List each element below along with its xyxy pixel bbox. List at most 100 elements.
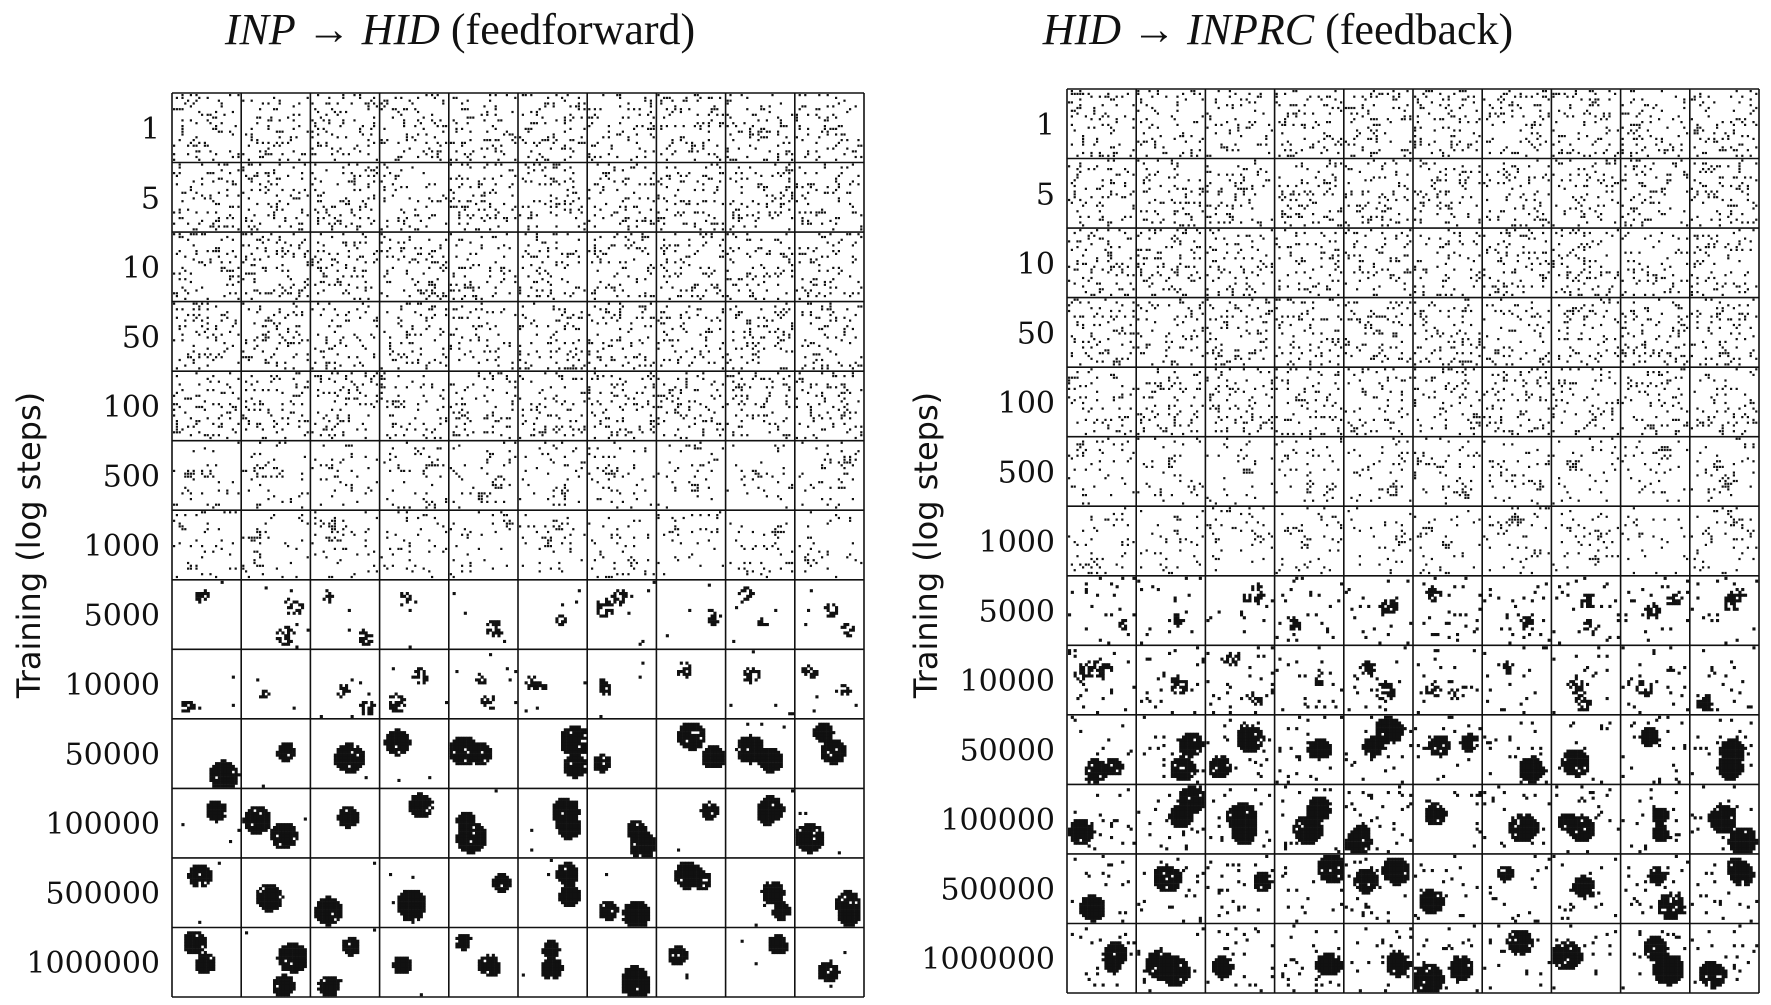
weight-cell [1414, 298, 1481, 366]
weight-cell [1206, 437, 1273, 505]
weight-cell [181, 675, 235, 713]
weight-cell [1206, 368, 1273, 436]
row-label: 500 [103, 460, 160, 495]
weight-cell [1552, 90, 1619, 157]
weight-cell [184, 931, 216, 974]
row-label: 50 [122, 320, 160, 355]
row-labels: 1 5 10 50 100 500 1000 5000 10000 50000 100000 5000… [26, 112, 160, 981]
weight-cell [1140, 646, 1205, 715]
weight-cell [665, 583, 723, 638]
weight-cell [1483, 90, 1550, 157]
weight-cell [754, 881, 792, 927]
weight-cell [1483, 785, 1551, 848]
row-label: 10000 [960, 664, 1055, 699]
weight-cell [726, 233, 794, 300]
weight-cell [812, 722, 847, 766]
weight-cell [1137, 576, 1202, 645]
weight-cell [1068, 298, 1135, 366]
weight-cell [835, 889, 861, 927]
weight-cell [1281, 924, 1344, 993]
weight-cell [400, 592, 418, 649]
weight-cell [657, 94, 724, 161]
weight-cell [588, 94, 655, 161]
weight-cell [449, 163, 517, 231]
weight-cell [187, 861, 221, 924]
weight-cell [1068, 576, 1136, 645]
weight-cell [242, 302, 309, 370]
title-target: HID [361, 5, 440, 54]
weight-cell [1690, 159, 1758, 227]
weight-cell [245, 931, 307, 997]
weight-cell [801, 302, 863, 370]
weight-cell [1414, 510, 1481, 575]
weight-cell [555, 589, 581, 627]
weight-cell [1488, 854, 1551, 923]
weight-cell [1414, 854, 1479, 920]
weight-cell [1344, 90, 1412, 157]
weight-cell [1068, 649, 1136, 715]
weight-cell [311, 444, 378, 506]
weight-cell [1552, 924, 1618, 990]
weight-cell [1070, 854, 1130, 923]
weight-cell [449, 511, 514, 579]
row-label: 5000 [84, 599, 160, 634]
weight-cell [1206, 298, 1273, 366]
row-label: 10 [122, 251, 160, 286]
weight-cell [242, 96, 309, 161]
weight-cell [336, 806, 360, 830]
weight-cell [322, 589, 374, 646]
weight-cell [1690, 576, 1759, 645]
weight-cell [1142, 715, 1205, 784]
weight-cell [588, 233, 655, 300]
row-label: 1000000 [921, 942, 1055, 977]
weight-cell [491, 873, 512, 893]
weight-cell [729, 522, 794, 579]
weight-cell [1483, 507, 1550, 575]
weight-cell [795, 94, 863, 161]
title-source: INP [224, 5, 296, 54]
weight-cell [657, 511, 724, 576]
weight-cell [1137, 857, 1205, 923]
weight-cell [1281, 785, 1341, 854]
weight-cell [677, 661, 692, 679]
title-suffix: (feedback) [1314, 5, 1513, 54]
weight-cell [677, 722, 725, 768]
weight-cell [657, 441, 724, 509]
weight-cell [1344, 229, 1412, 296]
y-axis-label: Training (log steps) [10, 392, 48, 699]
row-label: 100000 [940, 803, 1055, 838]
weight-cell [173, 441, 240, 509]
weight-cell [452, 592, 507, 643]
weight-cell [380, 94, 448, 161]
weight-cell [519, 514, 586, 573]
weight-cell [1621, 231, 1689, 296]
weight-cell [1414, 715, 1482, 781]
weight-cell [677, 800, 720, 852]
weight-cell [1552, 229, 1619, 296]
row-label: 5000 [979, 595, 1055, 630]
weight-cell [311, 302, 378, 370]
row-label: 500 [998, 456, 1055, 491]
weight-cell [798, 511, 863, 579]
weight-cell [1137, 927, 1205, 993]
weight-cell [588, 163, 655, 231]
weight-cell [1483, 368, 1550, 436]
weight-cell [1552, 646, 1609, 715]
weight-cell [1137, 298, 1204, 366]
weight-cell [1621, 440, 1689, 502]
weight-cell [621, 965, 651, 997]
weight-cell [380, 511, 448, 579]
weight-cell [1275, 715, 1344, 784]
weight-cell [173, 94, 240, 161]
weight-cell [1068, 90, 1135, 157]
weight-cell [1690, 229, 1758, 296]
y-axis-label: Training (log steps) [907, 392, 945, 699]
weight-cell [1068, 159, 1135, 227]
weight-cell [1137, 159, 1204, 227]
weight-cell [311, 163, 378, 231]
weight-cell [1624, 854, 1690, 920]
weight-cell [674, 861, 711, 891]
weight-cell [1696, 646, 1756, 712]
weight-cell [1621, 159, 1689, 227]
weight-cell [1552, 368, 1619, 436]
